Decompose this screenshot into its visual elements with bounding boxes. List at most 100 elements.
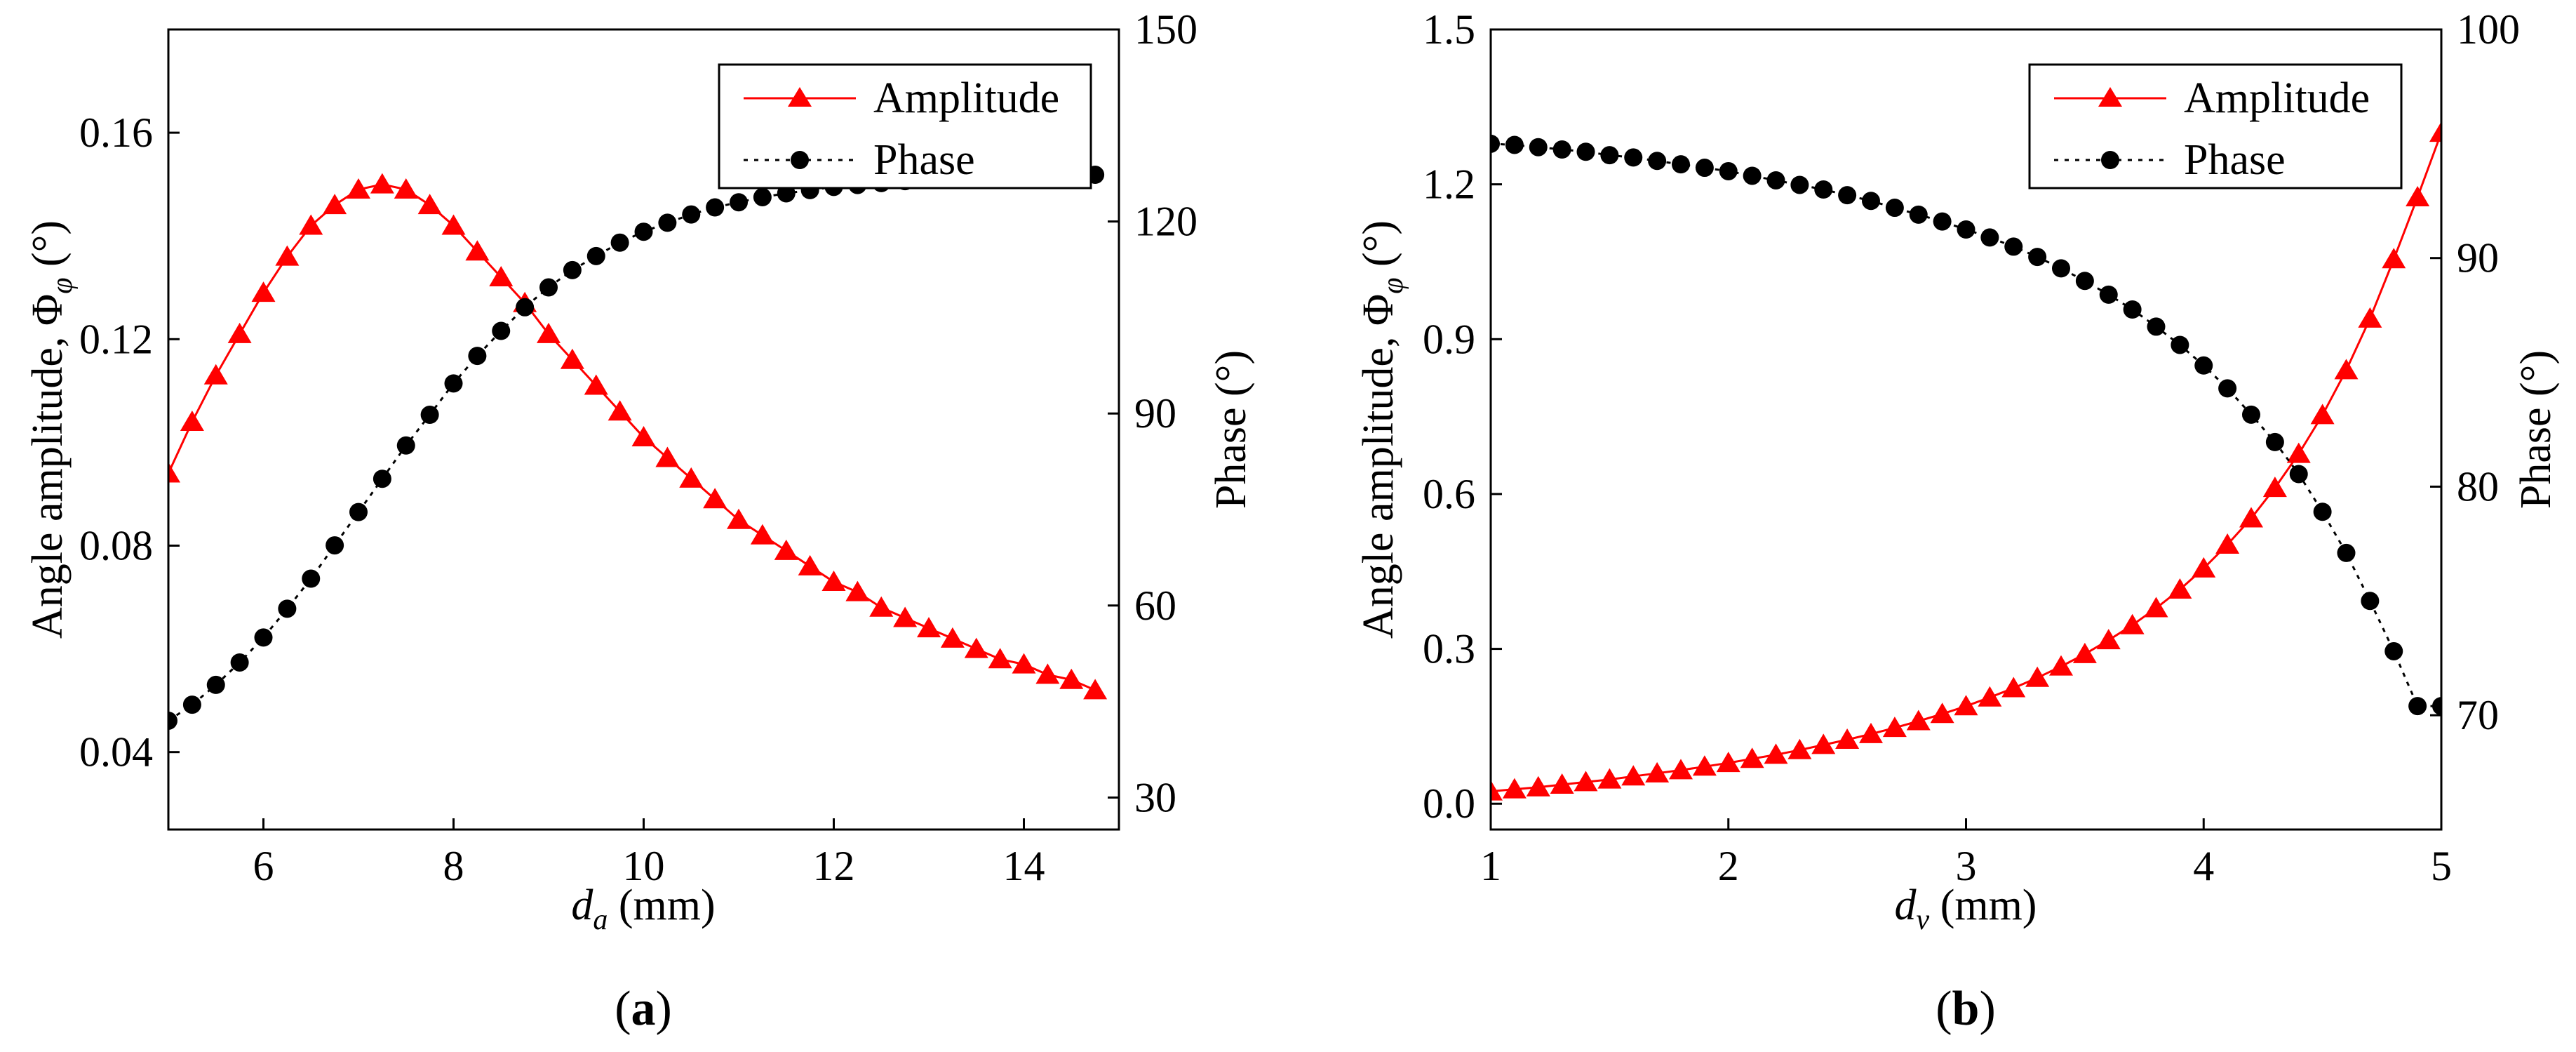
- chart-b-phase-point: [2218, 379, 2237, 398]
- chart-b-amplitude-point: [2168, 578, 2192, 599]
- chart-a-phase-point: [706, 198, 725, 217]
- chart-a-amplitude-point: [465, 240, 490, 261]
- chart-a-amplitude-point: [441, 214, 466, 235]
- chart-b-amplitude-point: [2072, 642, 2097, 663]
- chart-b-amplitude-point: [1716, 752, 1740, 773]
- chart-b-phase-point: [2432, 697, 2441, 716]
- chart-a-amplitude-point: [323, 194, 347, 215]
- chart-a-amplitude-point: [821, 570, 846, 591]
- chart-b-plot-area: [1491, 121, 2441, 801]
- chart-b-phase-point: [1624, 148, 1643, 167]
- chart-b-ytick-left-label: 1.2: [1423, 161, 1475, 208]
- chart-b-phase-point: [1648, 152, 1667, 171]
- chart-b-phase-point: [1672, 155, 1690, 174]
- chart-b-amplitude-point: [1621, 765, 1646, 786]
- chart-a-phase-point: [396, 436, 415, 455]
- chart-a-amplitude-point: [370, 173, 394, 194]
- chart-b-phase-point: [1885, 199, 1904, 218]
- chart-b-phase-point: [1529, 138, 1548, 157]
- chart-b-phase-point: [2337, 543, 2356, 562]
- chart-a-amplitude-point: [703, 488, 727, 509]
- chart-b-amplitude-point: [2025, 666, 2050, 687]
- chart-b-amplitude-point: [1930, 703, 1954, 724]
- chart-a-amplitude-point: [727, 508, 751, 529]
- chart-b-phase-point: [1957, 220, 1975, 239]
- chart-a-ylabel-right: Phase (°): [1207, 350, 1255, 509]
- chart-b-ytick-left-label: 1.5: [1423, 6, 1475, 53]
- chart-b-ylabel-right: Phase (°): [2512, 350, 2560, 509]
- chart-b-ytick-right-label: 70: [2457, 692, 2499, 738]
- chart-b-amplitude-point: [2382, 248, 2406, 269]
- chart-b-amplitude-point: [1859, 722, 1883, 743]
- chart-a-ytick-left-label: 0.16: [79, 109, 153, 156]
- chart-a-phase-point: [539, 278, 558, 297]
- chart-a-phase-point: [610, 233, 629, 252]
- chart-b-phase-point: [2408, 697, 2427, 716]
- chart-b-xtick-label: 2: [1718, 843, 1739, 889]
- chart-a-ytick-left-label: 0.12: [79, 316, 153, 362]
- chart-a-amplitude-point: [168, 462, 180, 483]
- chart-b-phase-point: [2099, 285, 2118, 304]
- chart-a-marks: [168, 166, 1108, 730]
- chart-a-phase-point: [682, 205, 701, 224]
- chart-b-amplitude-point: [1764, 743, 1788, 764]
- chart-b-ytick-right-label: 100: [2457, 6, 2520, 53]
- chart-b-phase-point: [1862, 192, 1880, 211]
- chart-a-phase-point: [349, 502, 368, 521]
- chart-b-amplitude-point: [1835, 728, 1860, 750]
- chart-a-ytick-left-label: 0.04: [79, 729, 153, 775]
- chart-b-phase-point: [2242, 405, 2260, 424]
- chart-b-amplitude-point: [1787, 738, 1812, 759]
- chart-b-amplitude-point: [2358, 307, 2382, 328]
- chart-b-xtick-label: 4: [2193, 843, 2214, 889]
- chart-a-phase-point: [182, 695, 201, 714]
- chart-b-legend-amplitude-label: Amplitude: [2184, 74, 2370, 122]
- chart-a-amplitude-point: [1083, 679, 1108, 700]
- chart-b-phase-point: [1600, 146, 1619, 165]
- chart-panel-b: 1 2 3 4 5 0.0 0.3 0.6 0.9 1.2 1.5 70 80 90 100 Amplitu…: [1355, 6, 2560, 1036]
- chart-a-amplitude-point: [275, 245, 300, 266]
- chart-a-amplitude-point: [845, 580, 870, 601]
- chart-b-phase-point: [2289, 465, 2308, 484]
- chart-a-ylabel-left: Angle amplitude, Φφ (°): [24, 220, 79, 639]
- chart-a-amplitude-point: [299, 214, 323, 235]
- chart-a-amplitude-point: [227, 322, 252, 343]
- chart-a-amplitude-point: [347, 178, 370, 199]
- chart-b-phase-point: [2075, 272, 2094, 291]
- chart-b-phase-point: [1766, 171, 1785, 189]
- chart-b-amplitude-point: [1526, 775, 1550, 797]
- chart-a-amplitude-point: [964, 637, 988, 658]
- chart-a-legend: Amplitude Phase: [718, 63, 1092, 189]
- chart-a-amplitude-point: [631, 426, 656, 447]
- chart-a-legend-phase-label: Phase: [873, 136, 975, 184]
- chart-b-amplitude-point: [1645, 761, 1670, 783]
- chart-b-phase-point: [1743, 166, 1762, 185]
- chart-a-plot-area: [168, 166, 1108, 730]
- chart-a-amplitude-point: [417, 194, 442, 215]
- chart-b-amplitude-point: [2096, 629, 2121, 650]
- chart-b-xtick-label: 1: [1480, 843, 1501, 889]
- chart-b-amplitude-point: [2144, 597, 2168, 618]
- chart-b-marks: [1491, 121, 2441, 801]
- chart-b-phase-point: [2171, 335, 2189, 354]
- chart-b-phase-point: [2313, 502, 2332, 521]
- chart-a-phase-point: [326, 536, 344, 555]
- chart-a-amplitude-point: [798, 554, 822, 575]
- chart-b-amplitude-point: [1550, 773, 1574, 794]
- chart-a-amplitude-point: [1059, 668, 1084, 689]
- chart-a-phase-point: [563, 260, 582, 279]
- chart-b-phase-point: [1980, 228, 1999, 247]
- chart-b-amplitude-point: [1954, 695, 1978, 716]
- chart-b-amplitude-point: [1597, 768, 1622, 789]
- chart-b-phase-point: [2004, 237, 2023, 256]
- chart-a-amplitude-point: [988, 648, 1012, 669]
- chart-a-ytick-right-label: 60: [1134, 582, 1176, 629]
- chart-b-phase-point: [1491, 134, 1500, 153]
- chart-b-amplitude-point: [1811, 733, 1836, 754]
- chart-b-amplitude-point: [1692, 755, 1717, 776]
- chart-a-amplitude-point: [203, 364, 228, 385]
- chart-b-amplitude-point: [2001, 677, 2026, 698]
- chart-a-ytick-left-label: 0.08: [79, 522, 153, 568]
- chart-b-ytick-left-label: 0.6: [1423, 471, 1475, 517]
